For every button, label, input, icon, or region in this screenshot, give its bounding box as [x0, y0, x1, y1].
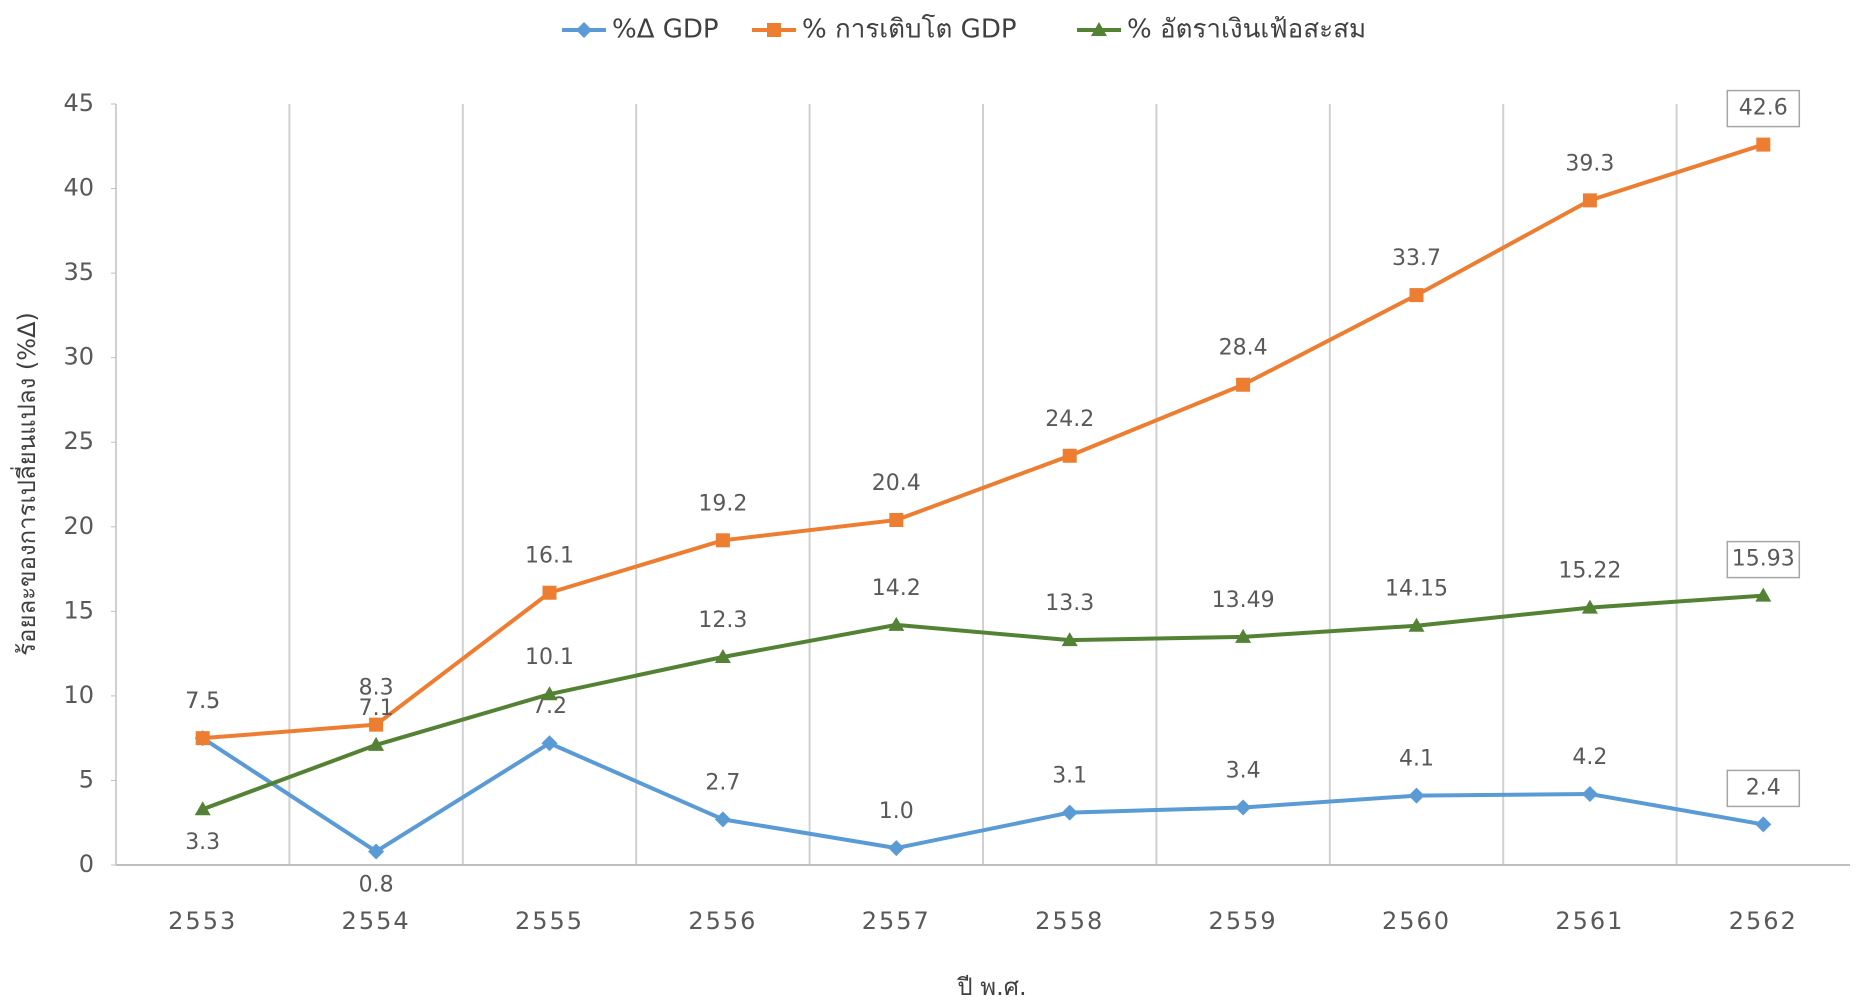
x-tick-label: 2557 [862, 907, 931, 935]
data-label: 7.5 [185, 689, 220, 714]
y-tick-label: 15 [63, 596, 94, 624]
marker [714, 648, 731, 663]
y-tick-label: 10 [63, 681, 94, 709]
y-axis-label: ร้อยละของการเปลี่ยนแปลง (%Δ) [10, 312, 41, 656]
marker [368, 736, 385, 751]
marker [889, 513, 904, 528]
marker [1061, 632, 1078, 647]
data-label: 2.4 [1746, 775, 1781, 800]
callout-box [1726, 769, 1801, 808]
data-label: 14.15 [1385, 577, 1448, 602]
x-tick-label: 2560 [1382, 907, 1451, 935]
marker [767, 23, 781, 37]
marker [1408, 617, 1425, 632]
marker [1235, 799, 1252, 816]
data-label: 3.1 [1052, 764, 1087, 789]
data-label: 14.2 [872, 576, 921, 601]
x-tick-label: 2554 [342, 907, 411, 935]
x-tick-label: 2556 [688, 907, 757, 935]
marker [541, 735, 558, 752]
data-label: 15.22 [1558, 559, 1621, 584]
y-tick-label: 35 [63, 258, 94, 286]
series-line [201, 736, 1764, 854]
marker [1581, 599, 1598, 614]
data-label: 1.0 [879, 799, 914, 824]
data-label: 28.4 [1219, 336, 1268, 361]
x-tick-label: 2553 [168, 907, 237, 935]
data-label: 16.1 [525, 544, 574, 569]
data-label: 8.3 [359, 676, 394, 701]
data-label: 0.8 [359, 872, 394, 897]
y-tick-label: 20 [63, 512, 94, 540]
marker [1408, 787, 1425, 804]
data-label: 4.2 [1572, 745, 1607, 770]
marker [1755, 816, 1772, 833]
x-tick-label: 2562 [1729, 907, 1798, 935]
data-label: 15.93 [1732, 547, 1795, 572]
marker [1409, 288, 1424, 303]
callout-box [1726, 89, 1801, 128]
y-tick-label: 5 [79, 765, 94, 793]
data-label: 10.1 [525, 645, 574, 670]
data-label: 39.3 [1565, 151, 1614, 176]
marker [1062, 448, 1077, 463]
data-label: 33.7 [1392, 246, 1441, 271]
data-label: 13.3 [1045, 591, 1094, 616]
series-line [202, 142, 1764, 741]
marker [1091, 22, 1107, 36]
callout-box [1726, 540, 1801, 579]
marker [715, 533, 730, 548]
y-tick-label: 0 [79, 850, 94, 878]
x-axis-label: ปี พ.ศ. [956, 973, 1026, 1001]
marker [576, 22, 592, 38]
data-label: 7.5 [185, 689, 220, 714]
marker [1755, 587, 1772, 602]
marker [1582, 193, 1597, 208]
y-tick-label: 45 [63, 89, 94, 117]
data-label: 19.2 [698, 491, 747, 516]
data-label: 3.3 [185, 830, 220, 855]
y-tick-label: 40 [63, 174, 94, 202]
data-label: 24.2 [1045, 407, 1094, 432]
marker [541, 686, 558, 701]
data-label: 7.1 [359, 696, 394, 721]
marker [1581, 785, 1598, 802]
legend-label: % อัตราเงินเฟ้อสะสม [1127, 15, 1366, 45]
series-line [202, 593, 1764, 812]
x-tick-label: 2555 [515, 907, 584, 935]
marker [1236, 377, 1251, 392]
marker [368, 843, 385, 860]
data-label: 4.1 [1399, 747, 1434, 772]
marker [369, 717, 384, 732]
data-label: 12.3 [698, 608, 747, 633]
data-label: 2.7 [705, 770, 740, 795]
marker [714, 811, 731, 828]
legend-label: %Δ GDP [612, 15, 719, 45]
data-label: 3.4 [1226, 759, 1261, 784]
y-tick-label: 25 [63, 427, 94, 455]
x-tick-label: 2561 [1555, 907, 1624, 935]
marker [1235, 628, 1252, 643]
legend-label: % การเติบโต GDP [802, 14, 1017, 45]
data-label: 42.6 [1739, 96, 1788, 121]
marker [888, 616, 905, 631]
x-tick-label: 2559 [1209, 907, 1278, 935]
marker [1756, 137, 1771, 152]
marker [195, 731, 210, 746]
data-label: 13.49 [1212, 588, 1275, 613]
x-tick-label: 2558 [1035, 907, 1104, 935]
marker [194, 801, 211, 816]
y-tick-label: 30 [63, 343, 94, 371]
data-label: 20.4 [872, 471, 921, 496]
marker [1061, 804, 1078, 821]
marker [888, 840, 905, 857]
marker [542, 585, 557, 600]
